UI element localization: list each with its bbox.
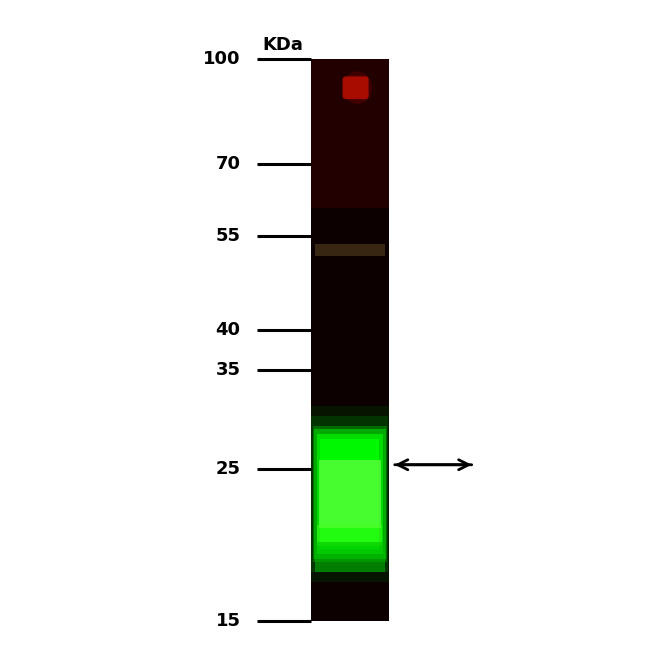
Bar	[320, 439, 379, 549]
Ellipse shape	[343, 72, 372, 104]
Bar	[318, 460, 381, 528]
Text: 25: 25	[216, 460, 240, 478]
Text: 55: 55	[216, 227, 240, 244]
Text: 70: 70	[216, 155, 240, 173]
FancyBboxPatch shape	[343, 77, 369, 99]
Bar	[311, 58, 389, 621]
Text: 35: 35	[216, 361, 240, 379]
Bar	[311, 406, 389, 582]
Text: 40: 40	[216, 321, 240, 339]
Text: 15: 15	[216, 612, 240, 630]
Bar	[315, 244, 385, 256]
Text: KDa: KDa	[263, 36, 303, 54]
Bar	[317, 434, 383, 554]
Text: 100: 100	[203, 49, 240, 68]
Bar	[313, 426, 387, 562]
Bar	[311, 58, 389, 208]
Text: A: A	[342, 36, 358, 55]
Bar	[317, 525, 382, 546]
Bar	[311, 416, 388, 572]
Bar	[314, 429, 385, 559]
Bar	[315, 542, 385, 572]
